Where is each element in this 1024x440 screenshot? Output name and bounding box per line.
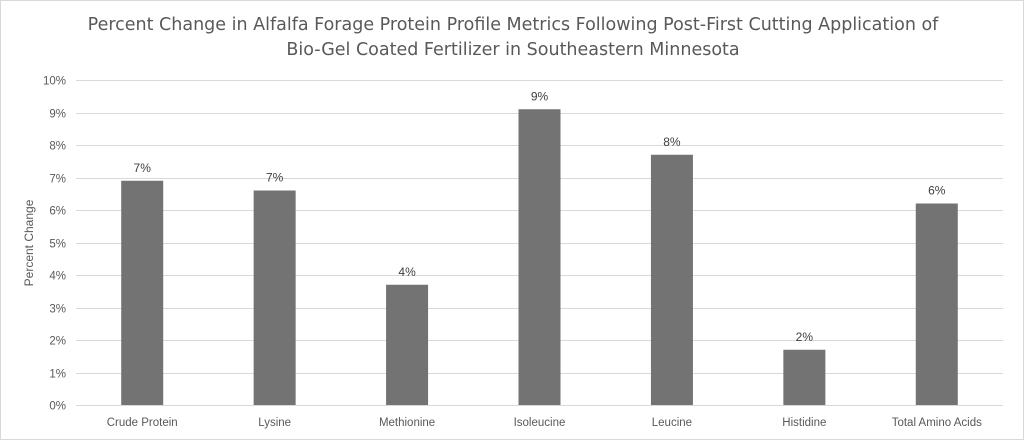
bar [386,284,429,405]
data-label: 7% [134,161,152,175]
y-tick-label: 10% [43,76,66,88]
bar [915,203,958,405]
y-tick-label: 2% [49,336,66,348]
chart-title-line-2: Bio-Gel Coated Fertilizer in Southeaster… [286,40,740,60]
y-tick-label: 1% [49,369,66,381]
bars [121,109,958,405]
y-axis-label: Percent Change [22,199,36,286]
bar [518,109,561,405]
x-axis-ticks: Crude Protein Lysine Methionine Isoleucine L… [107,417,982,429]
data-label: 9% [531,89,549,103]
bar [121,180,164,405]
data-label: 8% [663,135,681,149]
y-axis-ticks: 0% 1% 2% 3% 4% 5% 6% 7% 8% 9% 10% [43,76,66,413]
y-tick-label: 5% [49,239,66,251]
y-tick-label: 7% [49,174,66,186]
y-tick-label: 4% [49,271,66,283]
x-tick-label: Isoleucine [514,417,566,429]
chart-title-line-1: Percent Change in Alfalfa Forage Protein… [87,15,939,35]
y-tick-label: 9% [49,109,66,121]
data-label: 4% [398,265,416,279]
chart-title: Percent Change in Alfalfa Forage Protein… [63,13,963,63]
x-tick-label: Total Amino Acids [892,417,982,429]
y-tick-label: 6% [49,206,66,218]
bar [650,154,693,405]
bar [253,190,296,405]
x-tick-label: Lysine [258,417,291,429]
data-label: 6% [928,184,946,198]
y-tick-label: 0% [49,401,66,413]
x-tick-label: Methionine [379,417,435,429]
y-tick-label: 3% [49,304,66,316]
bar [783,349,826,405]
data-label: 2% [796,330,814,344]
y-tick-label: 8% [49,141,66,153]
x-tick-label: Crude Protein [107,417,178,429]
data-labels: 7% 7% 4% 9% 8% 2% 6% [134,89,946,344]
x-tick-label: Leucine [652,417,692,429]
x-tick-label: Histidine [782,417,826,429]
data-label: 7% [266,171,284,185]
